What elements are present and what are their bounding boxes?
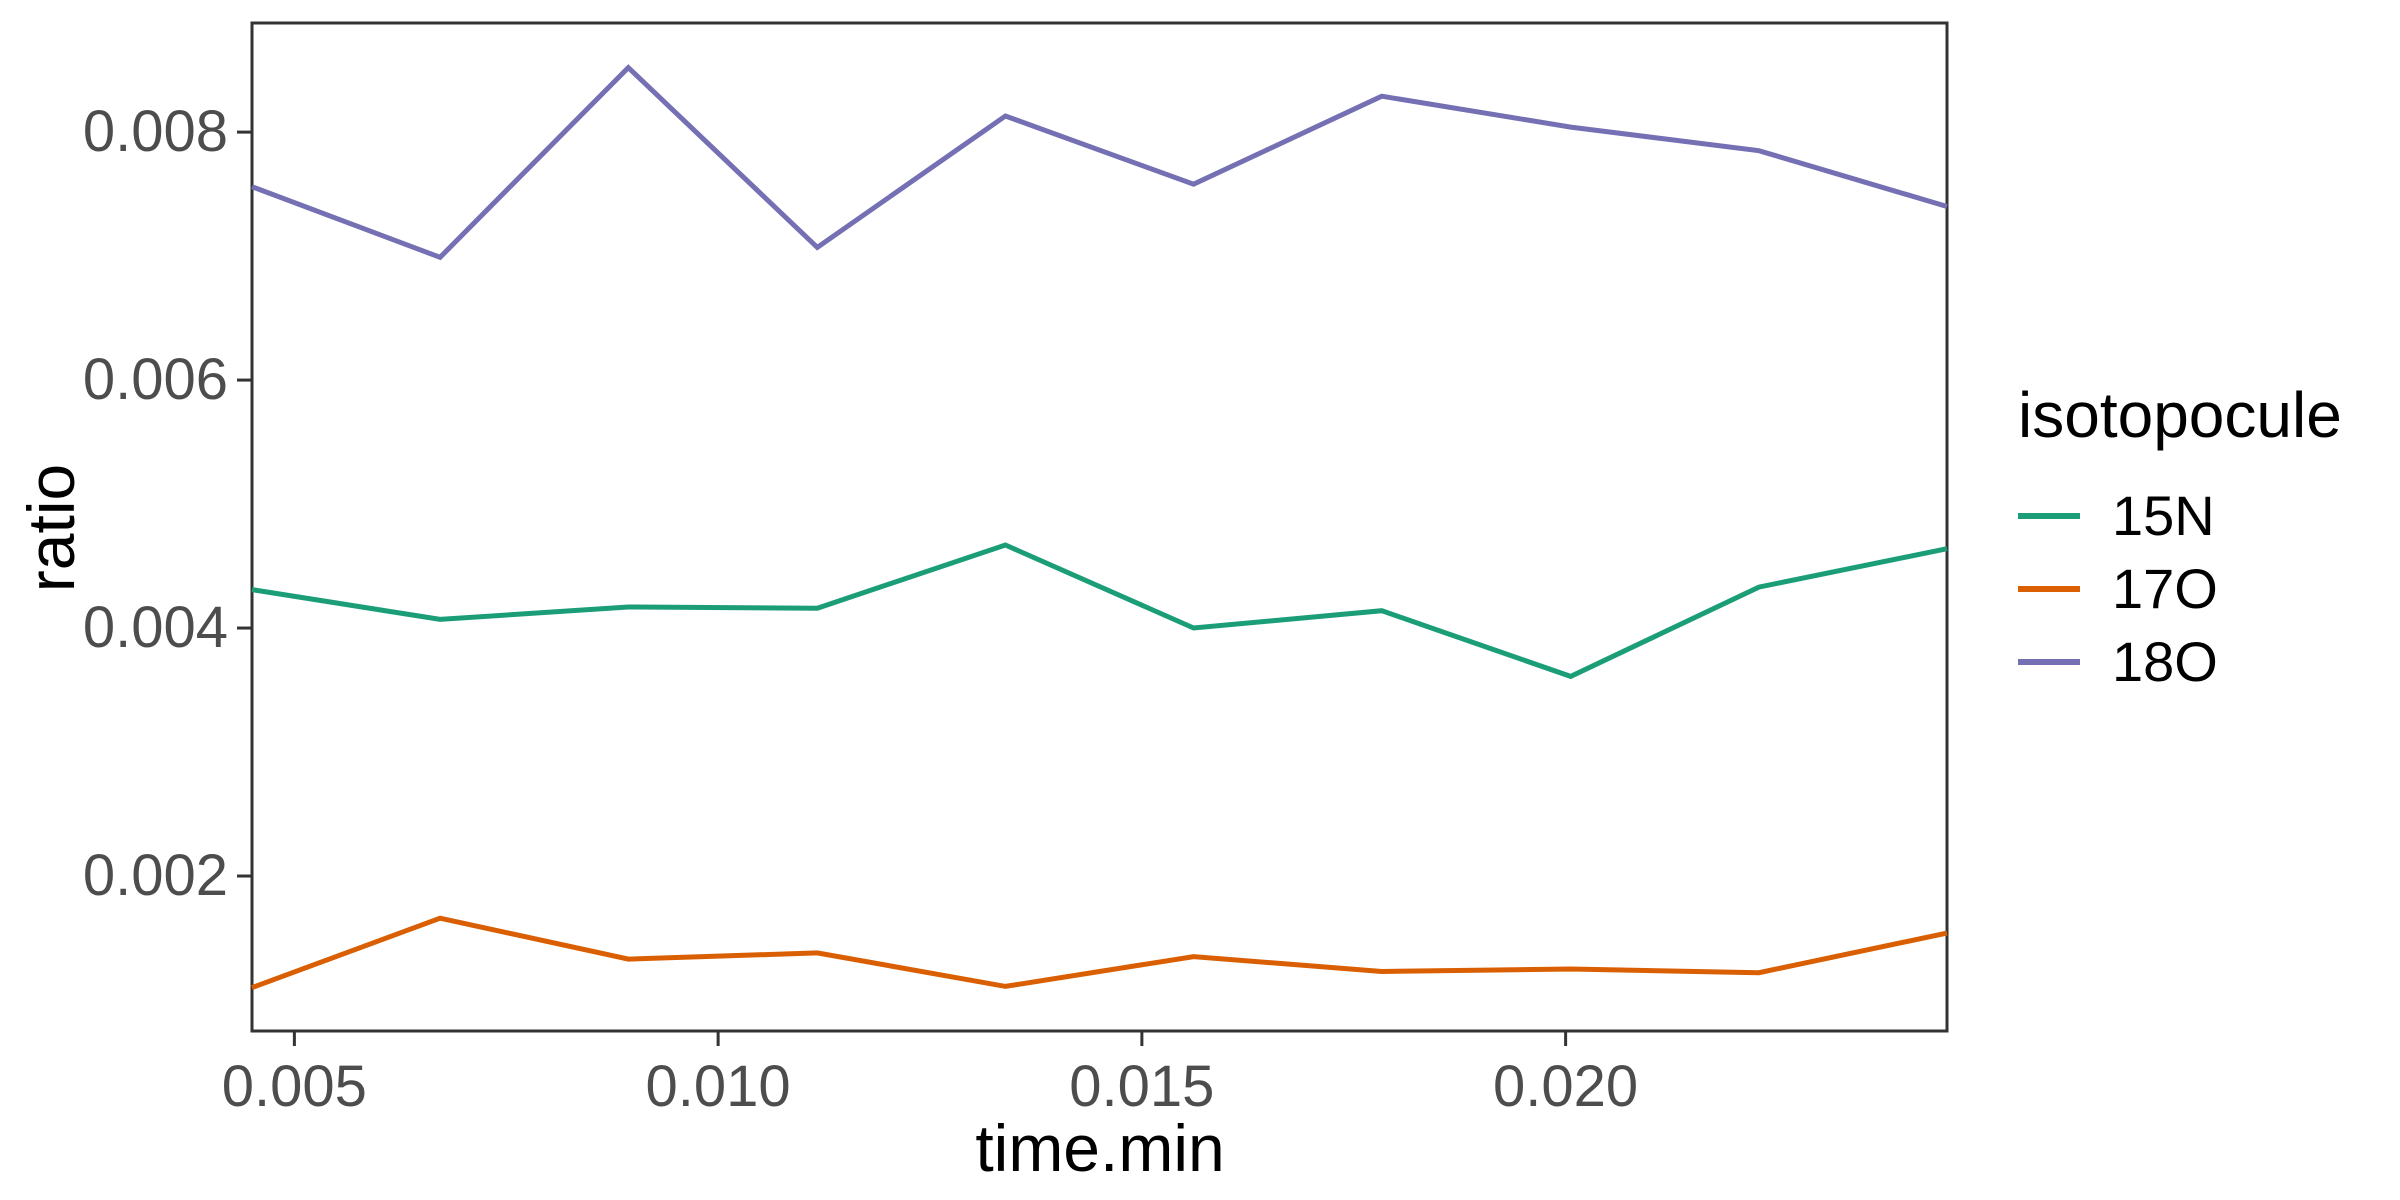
y-tick-label: 0.004 — [82, 595, 228, 661]
x-tick-label: 0.020 — [1493, 1054, 1639, 1119]
legend-item-17O: 17O — [2018, 552, 2342, 625]
legend-title: isotopocule — [2018, 379, 2342, 451]
legend-item-18O: 18O — [2018, 625, 2342, 698]
x-tick-label: 0.010 — [645, 1054, 791, 1119]
panel-border — [250, 21, 1949, 1033]
legend-item-15N: 15N — [2018, 479, 2342, 552]
x-axis-title: time.min — [975, 1111, 1225, 1185]
legend: isotopocule 15N 17O 18O — [2018, 383, 2342, 698]
y-tick-label: 0.008 — [82, 99, 228, 165]
legend-item-label: 17O — [2112, 556, 2218, 620]
y-axis-title: ratio — [14, 463, 88, 593]
legend-key-line — [2018, 585, 2080, 592]
legend-key-line — [2018, 658, 2080, 665]
x-tick-label: 0.005 — [221, 1054, 367, 1119]
series-line-18O — [251, 64, 1948, 261]
y-tick-label: 0.006 — [82, 347, 228, 413]
legend-item-label: 18O — [2112, 629, 2218, 693]
legend-key-line — [2018, 512, 2080, 519]
x-tick-label: 0.015 — [1069, 1054, 1215, 1119]
legend-items: 15N 17O 18O — [2018, 479, 2342, 698]
series-line-17O — [251, 915, 1948, 990]
legend-item-label: 15N — [2112, 483, 2215, 547]
y-tick-label: 0.002 — [82, 843, 228, 909]
series-line-15N — [251, 542, 1948, 680]
